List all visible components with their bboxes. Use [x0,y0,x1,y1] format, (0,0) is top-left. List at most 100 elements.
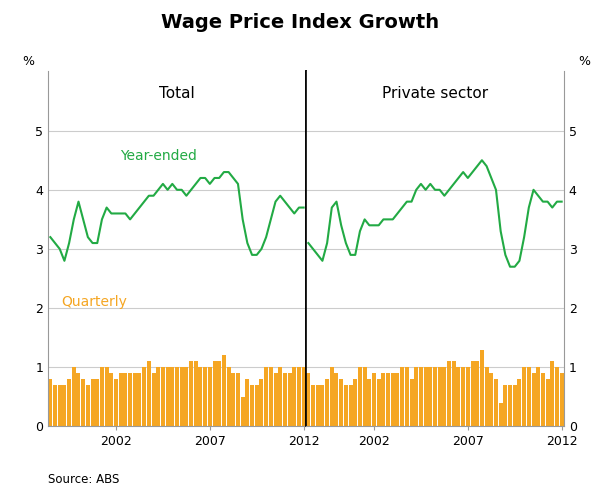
Bar [466,367,470,426]
Bar [104,367,109,426]
Bar [278,367,282,426]
Bar [222,355,226,426]
Bar [49,379,52,426]
Bar [377,379,381,426]
Bar [513,385,517,426]
Bar [241,397,245,426]
Bar [86,385,90,426]
Bar [325,379,329,426]
Bar [114,379,118,426]
Bar [81,379,85,426]
Bar [499,403,503,426]
Bar [283,373,287,426]
Bar [536,367,540,426]
Text: Wage Price Index Growth: Wage Price Index Growth [161,13,439,32]
Bar [307,373,310,426]
Bar [395,373,400,426]
Bar [489,373,493,426]
Bar [517,379,521,426]
Bar [231,373,235,426]
Bar [179,367,184,426]
Bar [358,367,362,426]
Bar [508,385,512,426]
Bar [447,361,451,426]
Bar [217,361,221,426]
Bar [147,361,151,426]
Bar [212,361,217,426]
Bar [400,367,404,426]
Bar [372,373,376,426]
Bar [437,367,442,426]
Text: %: % [578,55,590,68]
Bar [391,373,395,426]
Text: Source: ABS: Source: ABS [48,473,119,486]
Bar [367,379,371,426]
Bar [503,385,508,426]
Bar [161,367,165,426]
Bar [470,361,475,426]
Bar [227,367,230,426]
Bar [152,373,155,426]
Bar [119,373,123,426]
Bar [344,385,348,426]
Bar [236,373,240,426]
Text: Quarterly: Quarterly [61,295,127,309]
Bar [362,367,367,426]
Bar [100,367,104,426]
Bar [292,367,296,426]
Bar [550,361,554,426]
Bar [494,379,498,426]
Bar [170,367,175,426]
Bar [414,367,418,426]
Bar [555,367,559,426]
Bar [76,373,80,426]
Text: Private sector: Private sector [382,86,488,101]
Bar [527,367,531,426]
Bar [156,367,160,426]
Bar [128,373,132,426]
Bar [208,367,212,426]
Bar [166,367,170,426]
Bar [297,367,301,426]
Bar [255,385,259,426]
Bar [480,350,484,426]
Bar [353,379,357,426]
Bar [522,367,526,426]
Bar [269,367,273,426]
Bar [339,379,343,426]
Bar [545,379,550,426]
Bar [349,385,353,426]
Bar [67,379,71,426]
Bar [334,373,338,426]
Bar [386,373,390,426]
Bar [274,373,278,426]
Bar [194,361,198,426]
Bar [72,367,76,426]
Bar [311,385,315,426]
Bar [245,379,250,426]
Bar [461,367,465,426]
Bar [302,367,305,426]
Bar [424,367,428,426]
Bar [189,361,193,426]
Bar [91,379,95,426]
Text: Total: Total [159,86,195,101]
Bar [382,373,385,426]
Bar [109,373,113,426]
Bar [419,367,423,426]
Bar [287,373,292,426]
Bar [485,367,488,426]
Bar [259,379,263,426]
Bar [62,385,67,426]
Bar [541,373,545,426]
Bar [53,385,57,426]
Bar [58,385,62,426]
Bar [142,367,146,426]
Text: Year-ended: Year-ended [120,149,197,163]
Bar [330,367,334,426]
Bar [320,385,325,426]
Text: %: % [22,55,34,68]
Bar [175,367,179,426]
Bar [560,373,563,426]
Bar [95,379,99,426]
